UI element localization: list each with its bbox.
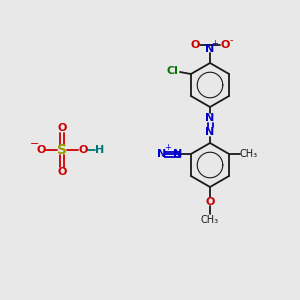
- Text: S: S: [57, 143, 67, 157]
- Text: O: O: [220, 40, 230, 50]
- Text: O: O: [190, 40, 200, 50]
- Text: N: N: [173, 149, 182, 159]
- Text: Cl: Cl: [166, 66, 178, 76]
- Text: −: −: [30, 139, 40, 149]
- Text: O: O: [57, 167, 67, 177]
- Text: N: N: [206, 127, 214, 137]
- Text: +: +: [164, 143, 171, 152]
- Text: CH₃: CH₃: [201, 215, 219, 225]
- Text: CH₃: CH₃: [240, 149, 258, 159]
- Text: O: O: [205, 197, 215, 207]
- Text: O: O: [36, 145, 46, 155]
- Text: O: O: [78, 145, 88, 155]
- Text: O: O: [57, 123, 67, 133]
- Text: H: H: [95, 145, 105, 155]
- Text: N: N: [206, 113, 214, 123]
- Text: N: N: [157, 149, 167, 159]
- Text: -: -: [229, 35, 233, 45]
- Text: +: +: [212, 40, 218, 49]
- Text: N: N: [206, 44, 214, 54]
